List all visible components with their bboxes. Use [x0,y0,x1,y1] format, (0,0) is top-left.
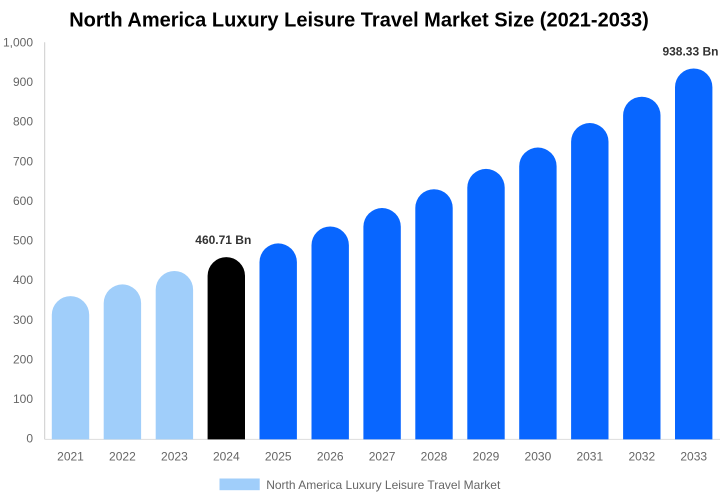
svg-text:500: 500 [13,234,33,248]
svg-text:700: 700 [13,154,33,168]
svg-text:800: 800 [13,115,33,129]
svg-text:2033: 2033 [680,450,707,464]
svg-text:North America Luxury Leisure T: North America Luxury Leisure Travel Mark… [266,478,501,492]
svg-text:2029: 2029 [473,450,500,464]
svg-text:1,000: 1,000 [3,36,33,50]
svg-text:North America Luxury Leisure T: North America Luxury Leisure Travel Mark… [69,9,649,31]
svg-text:0: 0 [26,432,33,446]
svg-text:300: 300 [13,313,33,327]
svg-text:2024: 2024 [213,450,240,464]
svg-text:2023: 2023 [161,450,188,464]
svg-text:900: 900 [13,75,33,89]
svg-text:2026: 2026 [317,450,344,464]
svg-text:2032: 2032 [628,450,655,464]
svg-text:200: 200 [13,353,33,367]
svg-text:2021: 2021 [57,450,84,464]
svg-text:938.33 Bn: 938.33 Bn [662,45,718,59]
svg-text:400: 400 [13,273,33,287]
svg-text:2031: 2031 [576,450,603,464]
svg-text:460.71 Bn: 460.71 Bn [195,233,251,247]
svg-text:2022: 2022 [109,450,136,464]
svg-text:2030: 2030 [525,450,552,464]
svg-text:2028: 2028 [421,450,448,464]
svg-text:600: 600 [13,194,33,208]
svg-text:100: 100 [13,392,33,406]
svg-text:2025: 2025 [265,450,292,464]
svg-text:2027: 2027 [369,450,396,464]
